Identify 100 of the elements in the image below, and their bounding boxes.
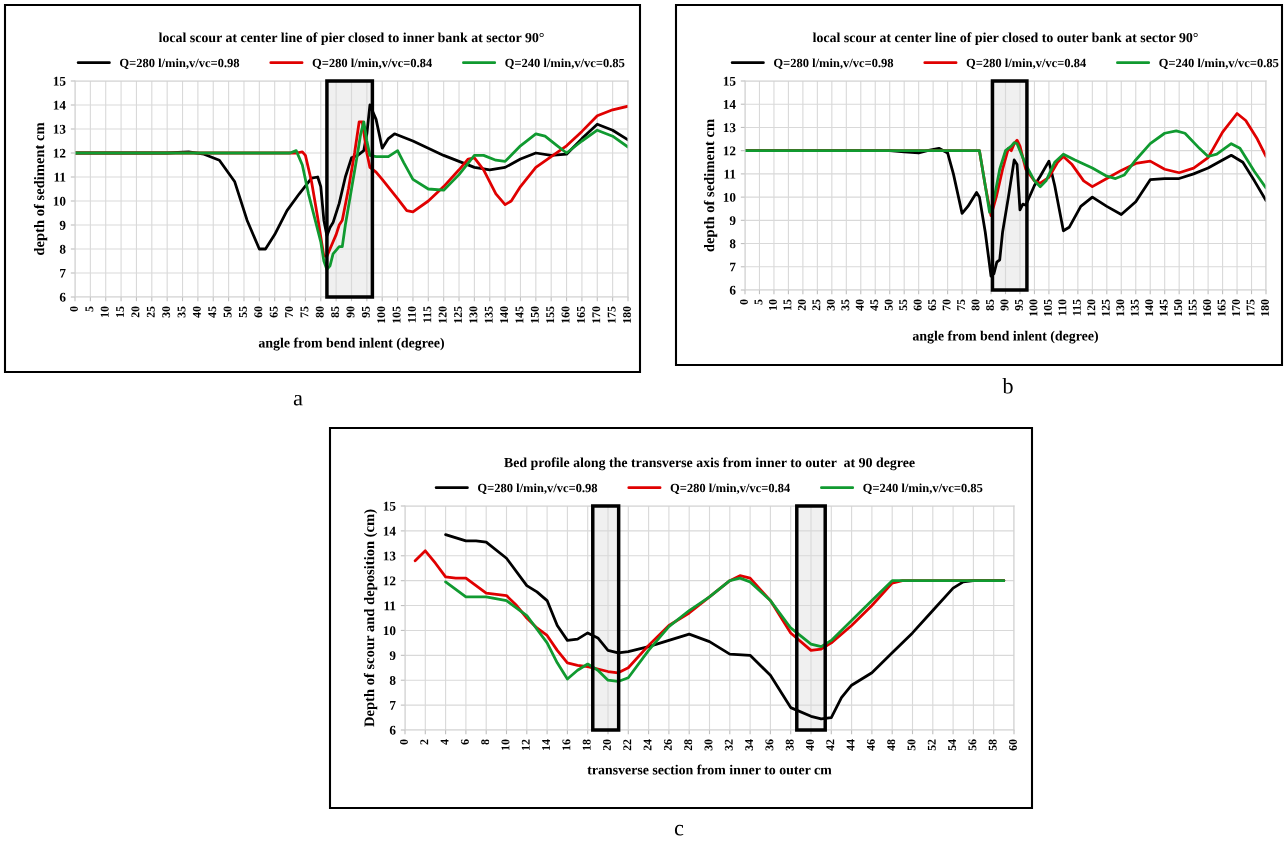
x-tick-label: 180 [1260,299,1269,316]
x-tick-label: 120 [1087,299,1096,316]
x-tick-label: 22 [623,739,632,751]
legend-label: Q=280 l/min,v/vc=0.98 [774,58,894,70]
x-tick-label: 8 [481,739,490,745]
x-tick-label: 155 [1188,299,1197,316]
x-axis-title: angle from bend inlent (degree) [912,330,1098,344]
x-tick-label: 20 [797,299,806,311]
x-tick-label: 115 [1072,299,1081,316]
x-tick-label: 32 [724,739,733,751]
x-tick-label: 70 [942,299,951,311]
y-tick-label: 12 [723,146,736,156]
x-tick-label: 55 [899,299,908,311]
x-tick-label: 110 [407,306,416,323]
x-tick-label: 170 [592,306,601,323]
x-tick-label: 14 [542,739,550,750]
y-tick-label: 13 [53,124,66,134]
y-tick-label: 13 [383,551,396,561]
x-tick-label: 140 [1145,299,1154,316]
x-tick-label: 60 [254,306,263,318]
x-tick-label: 80 [315,306,324,318]
x-tick-label: 6 [460,739,469,745]
x-tick-label: 36 [765,739,774,751]
x-tick-label: 30 [162,306,171,318]
text: a [293,394,303,406]
x-tick-label: 46 [866,739,875,751]
x-tick-label: 175 [1246,299,1255,316]
x-tick-label: 60 [913,299,922,311]
x-tick-label: 160 [561,306,570,323]
x-tick-label: 80 [971,299,980,311]
y-tick-label: 7 [390,701,396,710]
x-axis-title: angle from bend inlent (degree) [258,337,444,351]
x-tick-label: 85 [331,306,340,318]
y-tick-label: 10 [383,626,396,636]
x-tick-label: 38 [785,739,794,751]
chart-title: Bed profile along the transverse axis from inner to outer at 90 degree [504,457,915,471]
x-tick-label: 44 [846,739,855,751]
y-tick-label: 11 [724,169,736,179]
x-tick-label: 40 [192,306,201,318]
y-tick-label: 9 [389,651,396,661]
y-tick-label: 11 [384,601,396,611]
x-tick-label: 20 [602,739,611,751]
y-tick-label: 15 [53,76,66,86]
y-axis-title: depth of sediment cm [703,119,718,252]
x-tick-label: 25 [146,306,155,318]
x-tick-label: 130 [469,306,478,323]
x-tick-label: 95 [361,306,370,318]
x-tick-label: 70 [285,306,294,318]
y-tick-label: 14 [53,100,66,110]
x-tick-label: 52 [927,739,936,751]
x-tick-label: 90 [1000,299,1009,311]
y-tick-label: 6 [389,725,396,735]
x-tick-label: 165 [576,306,585,323]
x-tick-label: 56 [968,739,977,751]
line-series [745,129,1266,214]
x-tick-label: 75 [957,299,966,311]
y-tick-label: 9 [729,216,736,226]
x-tick-label: 155 [546,306,555,323]
x-tick-label: 125 [1101,299,1110,316]
x-tick-label: 85 [986,299,994,311]
x-tick-label: 165 [1217,299,1226,316]
x-tick-label: 55 [239,306,247,318]
x-tick-label: 25 [812,299,821,311]
x-tick-label: 130 [1116,299,1125,316]
legend-label: Q=280 l/min,v/vc=0.84 [966,58,1086,70]
x-tick-label: 35 [841,299,850,311]
x-tick-label: 15 [116,306,125,317]
x-tick-label: 105 [392,306,401,323]
x-tick-label: 18 [582,739,591,750]
legend-label: Q=280 l/min,v/vc=0.98 [478,483,598,495]
x-tick-label: 30 [826,299,835,311]
legend-label: Q=240 l/min,v/vc=0.85 [1159,58,1279,70]
x-tick-label: 150 [1174,299,1183,316]
x-axis-title: transverse section from inner to outer cm [587,764,832,775]
y-tick-label: 14 [383,526,396,536]
x-tick-label: 24 [643,739,652,751]
x-tick-label: 42 [826,739,835,751]
x-tick-label: 145 [1159,299,1168,316]
legend-label: Q=240 l/min,v/vc=0.85 [863,483,983,495]
x-tick-label: 45 [208,306,217,318]
x-tick-label: 50 [223,306,232,318]
x-tick-label: 35 [177,306,186,318]
x-tick-label: 4 [440,739,449,745]
x-tick-label: 15 [783,299,792,310]
chart-title: local scour at center line of pier closed to outer bank at sector 90° [812,32,1198,46]
x-tick-label: 65 [928,299,937,311]
legend-label: Q=280 l/min,v/vc=0.84 [670,483,790,495]
x-tick-label: 100 [1029,299,1038,316]
x-tick-label: 50 [907,739,916,751]
text: b [1002,377,1013,394]
x-tick-label: 2 [420,739,429,745]
x-tick-label: 48 [887,739,896,751]
x-tick-label: 26 [663,739,672,751]
x-tick-label: 45 [870,299,879,311]
y-tick-label: 13 [723,123,736,133]
x-tick-label: 180 [622,306,631,323]
x-tick-label: 115 [423,306,432,323]
x-tick-label: 75 [300,306,309,318]
legend-label: Q=280 l/min,v/vc=0.98 [120,58,240,70]
y-tick-label: 9 [59,220,66,230]
